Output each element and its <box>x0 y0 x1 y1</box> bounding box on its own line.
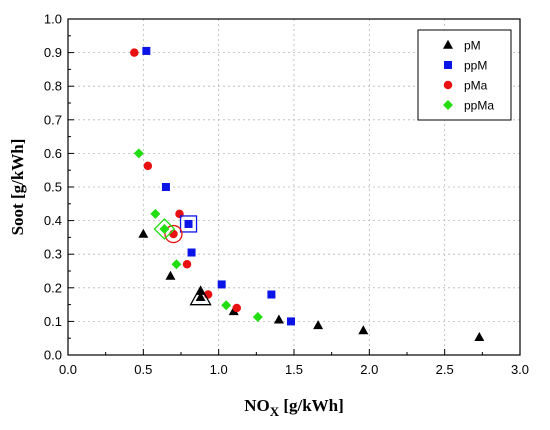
highlight-point-ppM <box>184 219 193 228</box>
y-axis-title: Soot [g/kWh] <box>8 139 27 236</box>
legend-marker-ppMa <box>443 100 453 110</box>
legend-item-pM: pM <box>443 39 481 53</box>
data-point-ppM <box>161 183 170 191</box>
x-tick-label: 1.0 <box>210 362 228 377</box>
legend-item-ppMa: ppMa <box>443 99 494 113</box>
highlight-point-pMa <box>169 229 178 239</box>
data-point-pM <box>313 320 324 330</box>
x-tick-label: 1.5 <box>285 362 303 377</box>
legend-label: ppM <box>464 59 487 73</box>
y-tick-label: 0.0 <box>44 348 62 363</box>
data-points <box>130 46 485 341</box>
y-tick-label: 0.6 <box>44 146 62 161</box>
data-point-pM <box>474 331 485 341</box>
data-point-pMa <box>143 161 153 171</box>
legend-label: pMa <box>464 79 488 93</box>
highlight-markers <box>153 215 212 306</box>
x-tick-label: 3.0 <box>511 362 529 377</box>
data-point-ppM <box>217 280 226 289</box>
x-tick-label: 0.0 <box>59 362 77 377</box>
y-tick-label: 0.8 <box>44 79 62 94</box>
legend: pM ppM pMa ppMa <box>417 29 512 121</box>
legend-box <box>417 29 512 121</box>
highlight-outline-pM <box>189 285 212 306</box>
highlight-outline-ppMa <box>153 218 176 240</box>
y-tick-label: 0.5 <box>44 180 62 195</box>
y-tick-labels: 0.0 0.1 0.2 0.3 0.4 0.5 0.6 0.7 0.8 0.9 1.0 <box>44 12 62 363</box>
data-point-pM <box>358 325 369 335</box>
data-point-pM <box>273 314 284 324</box>
data-point-ppMa <box>133 148 144 159</box>
data-point-ppMa <box>221 300 232 311</box>
highlight-outline-ppM <box>179 215 198 233</box>
x-tick-label: 0.5 <box>134 362 152 377</box>
legend-label: pM <box>464 39 481 53</box>
legend-marker-pMa <box>443 80 453 90</box>
data-point-pMa <box>130 48 139 57</box>
legend-item-pMa: pMa <box>443 79 488 93</box>
data-point-pMa <box>175 209 184 219</box>
legend-marker-pM <box>443 39 453 49</box>
data-point-ppM <box>286 317 295 326</box>
data-point-ppM <box>187 248 196 257</box>
data-point-ppMa <box>150 208 161 219</box>
data-point-ppMa <box>252 312 263 323</box>
y-tick-label: 0.2 <box>44 280 62 295</box>
y-tick-label: 0.3 <box>44 247 62 262</box>
legend-marker-ppM <box>444 61 452 69</box>
data-point-pMa <box>182 260 192 269</box>
data-point-pM <box>165 270 176 280</box>
y-tick-label: 0.9 <box>44 45 62 60</box>
x-tick-labels: 0.0 0.5 1.0 1.5 2.0 2.5 3.0 <box>59 362 529 377</box>
data-point-ppM <box>142 46 151 55</box>
axis-ticks <box>67 18 521 356</box>
highlight-point-ppMa <box>159 224 170 234</box>
y-tick-label: 0.4 <box>44 213 62 228</box>
highlight-outline-pMa <box>164 224 183 244</box>
legend-items: pM ppM pMa ppMa <box>443 39 494 113</box>
y-tick-label: 1.0 <box>44 12 62 27</box>
legend-item-ppM: ppM <box>444 59 487 73</box>
data-point-pM <box>195 285 206 295</box>
data-point-ppMa <box>171 259 182 270</box>
x-axis-title-subscript: X <box>270 404 280 419</box>
data-point-pMa <box>232 303 241 313</box>
highlight-point-pM <box>195 291 206 301</box>
y-tick-label: 0.1 <box>44 314 62 329</box>
x-axis-title-main: NO <box>244 396 270 415</box>
y-tick-label: 0.7 <box>44 112 62 127</box>
data-point-ppM <box>267 290 276 299</box>
x-tick-label: 2.5 <box>436 362 454 377</box>
x-axis-title: NOX [g/kWh] <box>244 396 344 419</box>
x-axis-title-unit: [g/kWh] <box>279 396 344 415</box>
legend-label: ppMa <box>464 99 494 113</box>
x-tick-label: 2.0 <box>360 362 378 377</box>
data-point-pM <box>138 228 149 238</box>
